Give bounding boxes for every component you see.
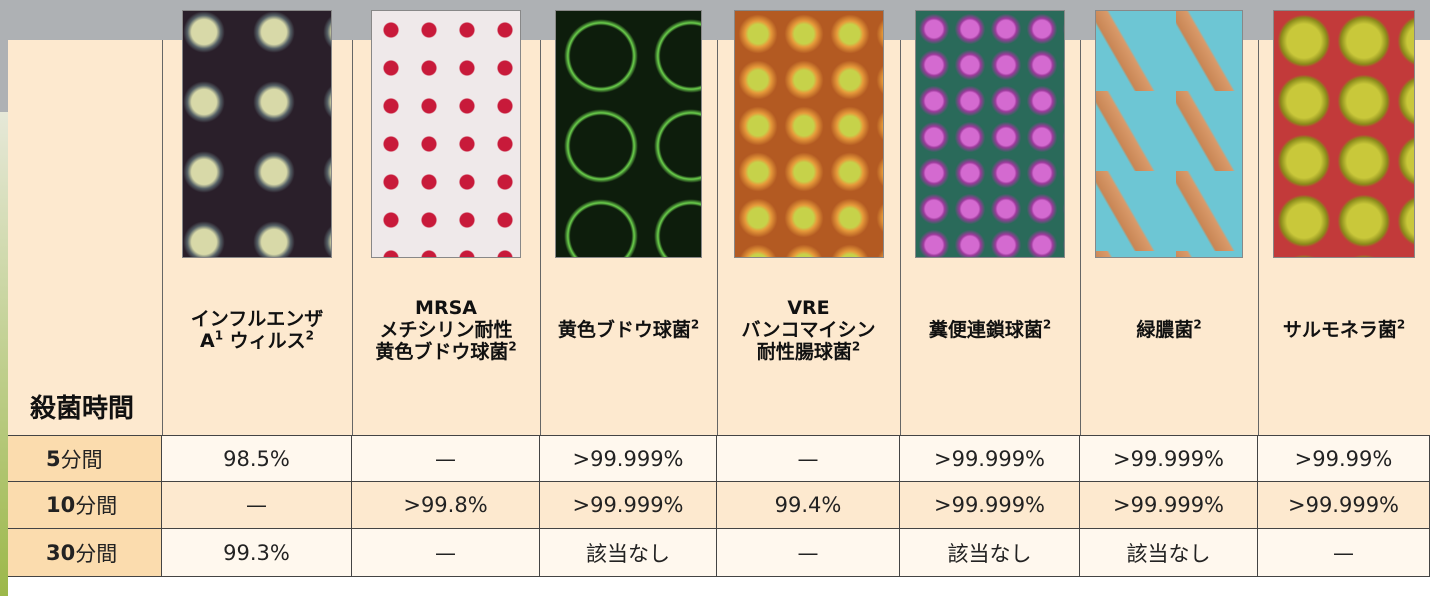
micrograph [1273,10,1415,258]
table-cell: 該当なし [1080,529,1258,577]
header-line: サルモネラ菌2 [1283,319,1405,341]
column-header: サルモネラ菌2 [1258,285,1430,375]
table-cell: 99.3% [162,529,352,577]
header-line: A1 ウィルス2 [200,330,314,352]
column-divider [900,40,901,436]
micrograph [182,10,332,258]
micrograph [555,10,702,258]
table-cell: >99.999% [900,436,1080,482]
header-line: 緑膿菌2 [1136,319,1201,341]
row-label-text: 30 [46,540,76,565]
row-label-text: 分間 [60,447,103,472]
micrograph [733,10,884,258]
column-divider [162,40,163,436]
table-cell: — [352,529,540,577]
header-text: インフルエンザ [190,308,324,330]
column-divider [352,40,353,436]
table-cell: 98.5% [162,436,352,482]
table-cell: >99.999% [1080,436,1258,482]
header-text: 2 [851,339,861,354]
micrograph [1095,10,1243,258]
row-label-text: 分間 [75,494,118,518]
column-header: 黄色ブドウ球菌2 [540,285,717,375]
column-header: インフルエンザ A1 ウィルス2 [162,285,352,375]
header-line: インフルエンザ [191,308,323,330]
header-text: ウィルス [223,330,306,352]
table-cell: >99.999% [1258,482,1430,529]
header-line: メチシリン耐性 [379,319,512,341]
header-rule [8,435,1430,436]
header-text: 2 [1396,317,1406,332]
row-label-text: 分間 [75,541,118,566]
header-text: 緑膿菌 [1136,319,1194,341]
table-cell: — [717,436,900,482]
header-text: A [199,330,215,352]
micrograph [371,10,521,258]
header-text: 耐性腸球菌 [756,341,852,363]
header-line: 黄色ブドウ球菌2 [558,319,699,341]
table-cell: >99.999% [540,436,717,482]
row-label-text: 5 [46,446,61,471]
column-header: 緑膿菌2 [1080,285,1258,375]
micrograph [915,10,1065,258]
left-strip [0,112,8,596]
column-divider [1080,40,1081,436]
table-cell: >99.8% [352,482,540,529]
table-cell: — [717,529,900,577]
table-cell: 99.4% [717,482,900,529]
header-line: 糞便連鎖球菌2 [929,319,1051,341]
table-cell: >99.999% [540,482,717,529]
header-text: サルモネラ菌 [1282,319,1397,341]
table-cell: 該当なし [900,529,1080,577]
column-divider [540,40,541,436]
header-text: VRE [787,297,830,319]
table-cell: — [352,436,540,482]
header-text: 2 [690,317,700,332]
header-text: 1 [214,328,224,343]
table-cell: — [162,482,352,529]
header-text: 2 [508,339,517,354]
header-text: 糞便連鎖球菌 [928,319,1043,341]
table-cell: 該当なし [540,529,717,577]
row-label: 5 分間 [8,436,162,482]
row-label-text: 10 [46,493,76,517]
table-cell: >99.99% [1258,436,1430,482]
row-label: 30 分間 [8,529,162,577]
column-divider [717,40,718,436]
header-text: 2 [305,328,315,343]
column-divider [1258,40,1259,436]
header-line: バンコマイシン [742,319,876,341]
table-cell: >99.999% [1080,482,1258,529]
header-line: 黄色ブドウ球菌2 [375,341,516,363]
header-line: 耐性腸球菌2 [757,341,860,363]
column-header: MRSA メチシリン耐性 黄色ブドウ球菌2 [352,285,540,375]
column-header: VRE バンコマイシン 耐性腸球菌2 [717,285,900,375]
header-text: バンコマイシン [741,319,876,341]
header-line: MRSA [415,297,477,319]
header-text: MRSA [415,297,477,319]
header-text: 黄色ブドウ球菌 [375,341,509,363]
row-header: 殺菌時間 [30,394,135,424]
table-cell: >99.999% [900,482,1080,529]
row-label: 10 分間 [8,482,162,529]
header-line: VRE [787,297,829,319]
table-cell: — [1258,529,1430,577]
column-header: 糞便連鎖球菌2 [900,285,1080,375]
header-text: 2 [1193,317,1202,332]
header-text: メチシリン耐性 [379,319,513,341]
header-text: 2 [1042,317,1052,332]
header-text: 黄色ブドウ球菌 [557,319,691,341]
